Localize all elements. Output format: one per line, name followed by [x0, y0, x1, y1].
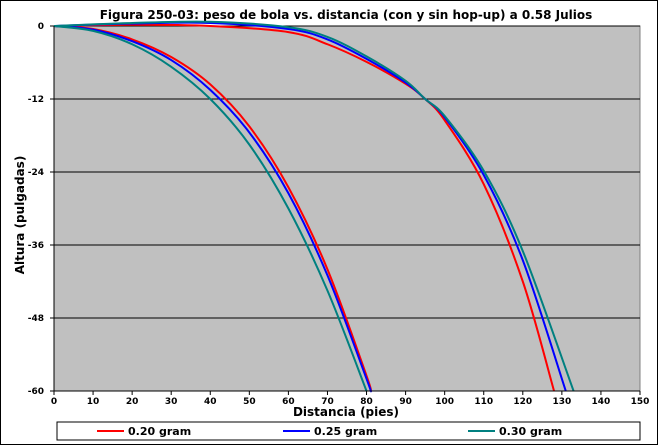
y-tick-label: -36: [28, 241, 44, 251]
x-tick-label: 90: [399, 397, 412, 407]
legend-items: 0.20 gram 0.25 gram 0.30 gram: [97, 425, 562, 438]
chart-title: Figura 250-03: peso de bola vs. distanci…: [100, 8, 593, 22]
y-tick-label: -48: [28, 314, 44, 324]
y-tick-label: -24: [28, 168, 44, 178]
x-tick-label: 130: [552, 397, 571, 407]
series-layer: [53, 20, 575, 393]
x-tick-label: 0: [51, 397, 57, 407]
axes: [53, 26, 640, 392]
y-tick-label: 0: [38, 22, 44, 32]
x-tick-label: 100: [435, 397, 454, 407]
legend-label: 0.25 gram: [314, 425, 377, 438]
legend: 0.20 gram 0.25 gram 0.30 gram: [56, 421, 641, 441]
series-line-0-20-gram-no-hop-up: [53, 25, 372, 392]
series-line-0-25-gram-hop-up: [53, 21, 567, 392]
legend-label: 0.20 gram: [128, 425, 191, 438]
x-tick-label: 60: [282, 397, 295, 407]
x-tick-label: 120: [513, 397, 532, 407]
x-tick-label: 20: [126, 397, 139, 407]
y-axis-ticks: 0 -12 -24 -36 -48 -60: [28, 22, 54, 397]
series-line-0-30-gram-no-hop-up: [53, 25, 368, 392]
x-tick-label: 70: [321, 397, 334, 407]
y-tick-label: -60: [28, 387, 44, 397]
legend-label: 0.30 gram: [499, 425, 562, 438]
y-tick-label: -12: [28, 95, 44, 105]
x-tick-label: 110: [474, 397, 493, 407]
x-tick-label: 50: [243, 397, 256, 407]
x-tick-label: 80: [360, 397, 373, 407]
x-tick-label: 10: [87, 397, 100, 407]
x-tick-label: 140: [592, 397, 611, 407]
series-line-0-20-gram-hop-up: [53, 23, 556, 392]
plot-area: [53, 25, 641, 392]
x-axis-title: Distancia (pies): [293, 405, 399, 419]
series-line-0-30-gram-hop-up: [53, 20, 575, 392]
x-tick-label: 150: [631, 397, 650, 407]
x-tick-label: 40: [204, 397, 217, 407]
y-axis-title: Altura (pulgadas): [13, 156, 27, 275]
legend-box: [56, 421, 641, 441]
series-line-0-25-gram-no-hop-up: [53, 25, 372, 393]
x-axis-ticks: 0 10 20 30 40 50 60 70 80 90 100 110 120 130 140 150: [51, 391, 650, 407]
x-tick-label: 30: [165, 397, 178, 407]
